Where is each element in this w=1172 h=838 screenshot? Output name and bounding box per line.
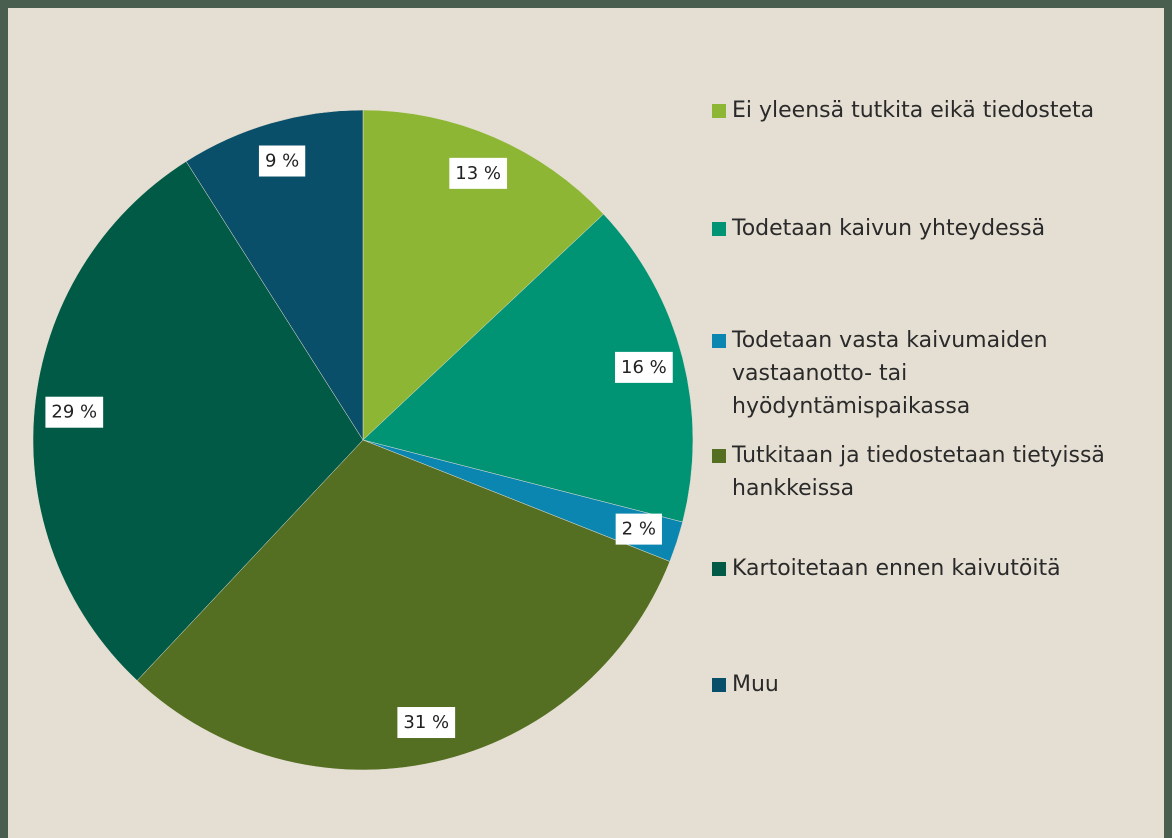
legend-label: Todetaan kaivun yhteydessä (732, 216, 1046, 241)
data-label-box (449, 157, 508, 189)
legend-swatch (712, 562, 726, 576)
pie-slice (362, 109, 604, 441)
data-label: 2 % (622, 519, 656, 540)
legend-entry: Muu (712, 668, 1152, 701)
pie-slice (32, 161, 364, 681)
legend-label: Kartoitetaan ennen kaivutöitä (732, 556, 1061, 581)
legend-swatch (712, 449, 726, 463)
legend-entry: Todetaan kaivun yhteydessä (712, 212, 1152, 245)
legend-label: Tutkitaan ja tiedostetaan tietyissä hank… (732, 443, 1105, 501)
legend-swatch (712, 334, 726, 348)
data-label-box (615, 351, 673, 383)
legend-entry: Ei yleensä tutkita eikä tiedosteta (712, 94, 1152, 127)
data-label-box (397, 707, 456, 739)
legend-entry: Tutkitaan ja tiedostetaan tietyissä hank… (712, 439, 1152, 505)
legend-entry: Kartoitetaan ennen kaivutöitä (712, 552, 1152, 585)
legend-swatch (712, 104, 726, 118)
legend-swatch (712, 222, 726, 236)
data-label: 13 % (455, 163, 501, 184)
pie-slice (362, 213, 694, 523)
legend-label: Todetaan vasta kaivumaiden vastaanotto- … (732, 328, 1048, 419)
data-label-box (258, 145, 306, 177)
data-label: 31 % (403, 712, 449, 733)
data-label-box (45, 396, 104, 428)
legend-entry: Todetaan vasta kaivumaiden vastaanotto- … (712, 324, 1152, 423)
data-label: 9 % (265, 151, 299, 172)
pie-slice (136, 439, 671, 771)
legend-swatch (712, 678, 726, 692)
legend-label: Muu (732, 672, 779, 697)
pie-slice (185, 109, 364, 441)
data-label: 29 % (51, 402, 97, 423)
data-label: 16 % (621, 357, 667, 378)
data-label-box (615, 513, 662, 545)
legend-label: Ei yleensä tutkita eikä tiedosteta (732, 98, 1095, 123)
